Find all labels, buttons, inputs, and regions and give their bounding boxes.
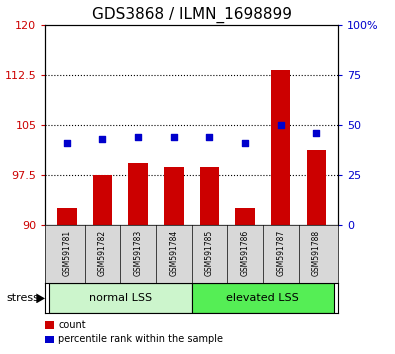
Bar — [307, 150, 326, 225]
Text: GSM591787: GSM591787 — [276, 229, 285, 276]
Text: elevated LSS: elevated LSS — [226, 293, 299, 303]
Text: GSM591786: GSM591786 — [241, 229, 250, 276]
Text: count: count — [58, 320, 86, 330]
Bar — [49, 283, 192, 313]
Point — [206, 134, 213, 139]
Text: stress: stress — [6, 293, 39, 303]
Text: GSM591788: GSM591788 — [312, 229, 321, 275]
Bar — [93, 175, 112, 225]
Bar — [199, 167, 219, 225]
Text: GSM591781: GSM591781 — [62, 229, 71, 275]
Point — [171, 134, 177, 139]
Bar — [235, 208, 255, 225]
Text: GSM591783: GSM591783 — [134, 229, 143, 276]
Bar — [164, 167, 184, 225]
Point — [64, 140, 70, 145]
Point — [242, 140, 248, 145]
Title: GDS3868 / ILMN_1698899: GDS3868 / ILMN_1698899 — [92, 7, 292, 23]
Text: normal LSS: normal LSS — [89, 293, 152, 303]
Bar — [128, 163, 148, 225]
Text: GSM591782: GSM591782 — [98, 229, 107, 275]
Point — [278, 122, 284, 128]
Bar — [271, 70, 290, 225]
Text: GSM591785: GSM591785 — [205, 229, 214, 276]
Point — [313, 130, 320, 136]
Bar — [57, 208, 77, 225]
Point — [99, 136, 105, 142]
Text: percentile rank within the sample: percentile rank within the sample — [58, 335, 223, 344]
Polygon shape — [36, 293, 45, 303]
Text: GSM591784: GSM591784 — [169, 229, 178, 276]
Bar — [192, 283, 334, 313]
Point — [135, 134, 141, 139]
